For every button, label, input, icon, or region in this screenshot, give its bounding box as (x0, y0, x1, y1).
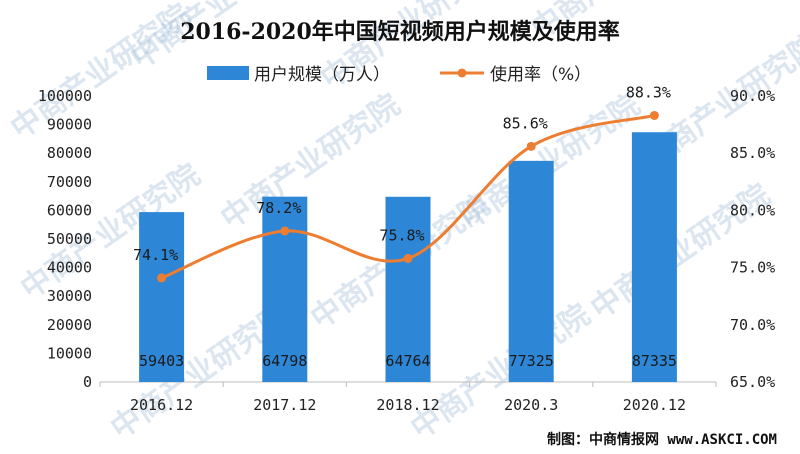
legend-line-marker (457, 68, 467, 78)
category-label-4: 2020.12 (623, 396, 686, 414)
line-label-1: 78.2% (256, 199, 301, 217)
left-tick-3: 30000 (47, 287, 92, 305)
category-label-2: 2018.12 (376, 396, 439, 414)
line-label-2: 75.8% (379, 226, 424, 244)
legend-line-label: 使用率（%） (490, 64, 591, 85)
bar-2020.3 (508, 160, 554, 382)
line-series: 74.1% 78.2% 75.8% 85.6% 88.3% (133, 83, 671, 283)
right-tick-5: 90.0% (730, 87, 775, 105)
category-labels: 2016.12 2017.12 2018.12 2020.3 2020.12 (99, 382, 717, 414)
watermark-text-9: 中商产业研究院 (585, 177, 777, 326)
left-tick-4: 40000 (47, 259, 92, 277)
right-tick-3: 80.0% (730, 201, 775, 219)
legend: 用户规模（万人） 使用率（%） (207, 64, 591, 85)
bar-label-2: 64764 (385, 352, 430, 370)
left-axis-ticks: 0 10000 20000 30000 40000 50000 60000 70000 8000… (38, 87, 92, 391)
right-tick-2: 75.0% (730, 259, 775, 277)
right-tick-4: 85.0% (730, 144, 775, 162)
line-label-3: 85.6% (503, 114, 548, 132)
right-tick-0: 65.0% (730, 373, 775, 391)
line-label-4: 88.3% (626, 83, 671, 101)
line-label-0: 74.1% (133, 246, 178, 264)
chart-title: 2016-2020年中国短视频用户规模及使用率 (180, 19, 620, 45)
bar-series: 59403 64798 64764 77325 87335 (139, 132, 677, 382)
bar-2020.12 (631, 132, 677, 382)
legend-bar-swatch (207, 66, 249, 80)
category-label-0: 2016.12 (130, 396, 193, 414)
category-label-1: 2017.12 (253, 396, 316, 414)
left-tick-9: 90000 (47, 116, 92, 134)
left-tick-2: 20000 (47, 316, 92, 334)
category-label-3: 2020.3 (504, 396, 558, 414)
bar-label-4: 87335 (632, 352, 677, 370)
left-tick-10: 100000 (38, 87, 92, 105)
bar-label-3: 77325 (509, 352, 554, 370)
line-point-2018.12 (403, 253, 413, 263)
left-tick-8: 80000 (47, 144, 92, 162)
right-tick-1: 70.0% (730, 316, 775, 334)
source-credit: 制图：中商情报网 www.ASKCI.COM (547, 431, 777, 448)
bar-2018.12 (385, 196, 431, 382)
line-point-2020.3 (526, 141, 536, 151)
watermark-text-4: 中商产业研究院 (215, 87, 407, 236)
line-point-2016.12 (157, 273, 167, 283)
left-tick-5: 50000 (47, 230, 92, 248)
right-axis-ticks: 65.0% 70.0% 75.0% 80.0% 85.0% 90.0% (730, 87, 775, 391)
watermark-text-11: 中商产业研究院 (405, 297, 597, 446)
left-tick-6: 60000 (47, 201, 92, 219)
line-point-2017.12 (280, 226, 290, 236)
left-tick-7: 70000 (47, 173, 92, 191)
bar-label-0: 59403 (139, 352, 184, 370)
watermark-text-3: 中商产业研究院 (5, 0, 197, 147)
left-tick-1: 10000 (47, 344, 92, 362)
left-tick-0: 0 (83, 373, 92, 391)
legend-bar-label: 用户规模（万人） (254, 65, 390, 85)
line-point-2020.12 (649, 110, 659, 120)
bar-label-1: 64798 (262, 352, 307, 370)
bar-2016.12 (139, 212, 185, 382)
